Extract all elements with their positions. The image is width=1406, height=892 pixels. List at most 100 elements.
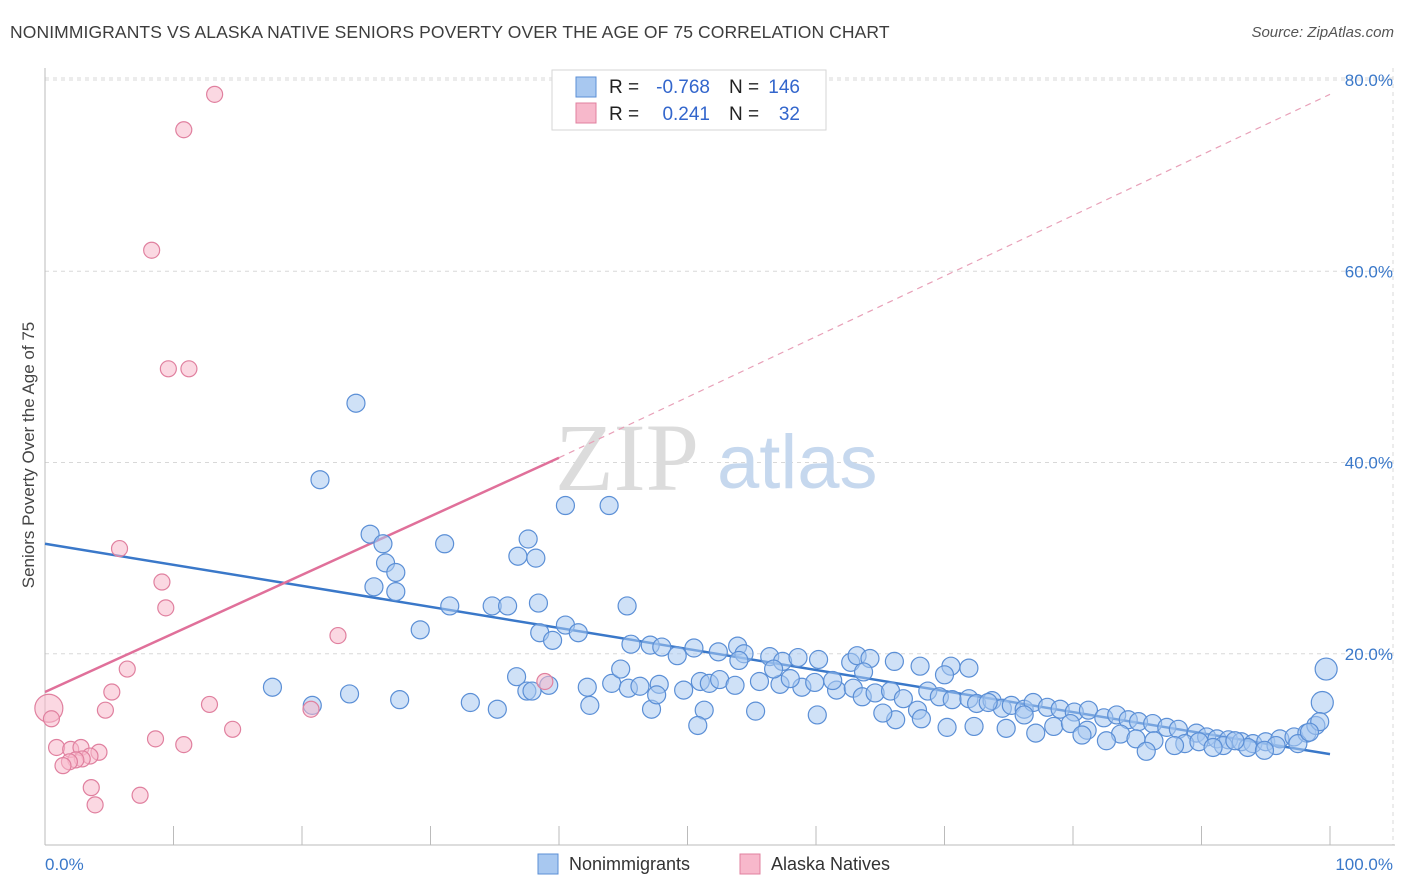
legend-r-value-1: -0.768 <box>656 77 710 98</box>
legend-swatch-nonimmigrants <box>575 76 597 98</box>
point-nonimmigrants <box>780 669 800 689</box>
point-nonimmigrants <box>1164 735 1185 756</box>
bottom-legend: Nonimmigrants Alaska Natives <box>537 853 890 875</box>
x-tick-label: 0.0% <box>45 855 84 874</box>
point-alaska-natives <box>224 720 242 738</box>
point-alaska-natives <box>175 735 193 754</box>
point-nonimmigrants <box>580 695 600 715</box>
point-nonimmigrants <box>964 716 984 737</box>
watermark-zip: ZIP <box>555 404 699 511</box>
point-nonimmigrants <box>996 718 1016 738</box>
point-alaska-natives <box>96 701 114 719</box>
point-nonimmigrants <box>788 647 808 668</box>
point-nonimmigrants <box>805 672 825 693</box>
y-tick-label: 20.0% <box>1345 645 1393 664</box>
point-nonimmigrants <box>647 685 667 705</box>
point-nonimmigrants <box>823 670 843 691</box>
point-nonimmigrants <box>262 677 283 697</box>
legend: R = -0.768 N = 146 R = 0.241 N = 32 <box>551 69 827 131</box>
point-nonimmigrants <box>749 671 770 692</box>
point-nonimmigrants <box>1288 734 1308 754</box>
point-nonimmigrants <box>364 577 384 597</box>
point-nonimmigrants <box>942 690 962 710</box>
point-nonimmigrants <box>853 662 874 682</box>
x-tick-label: 100.0% <box>1335 855 1393 874</box>
point-nonimmigrants <box>1203 737 1223 758</box>
bottom-legend-swatch-alaska-natives <box>739 853 761 875</box>
point-nonimmigrants <box>498 596 518 616</box>
point-nonimmigrants <box>1096 731 1117 751</box>
point-nonimmigrants <box>1314 657 1338 681</box>
point-nonimmigrants <box>518 529 538 549</box>
legend-swatch-alaska-natives <box>575 102 597 124</box>
point-nonimmigrants <box>667 646 687 666</box>
point-alaska-natives <box>118 660 136 678</box>
point-nonimmigrants <box>763 659 784 679</box>
point-alaska-natives <box>175 121 193 139</box>
point-alaska-natives <box>42 710 61 728</box>
bottom-legend-swatch-nonimmigrants <box>537 853 559 875</box>
point-alaska-natives <box>329 626 347 645</box>
trend-line-alaska-natives <box>44 456 560 694</box>
point-nonimmigrants <box>435 534 455 554</box>
point-alaska-natives <box>180 360 198 378</box>
point-alaska-natives <box>110 539 129 558</box>
point-nonimmigrants <box>1044 716 1064 737</box>
point-nonimmigrants <box>1014 705 1034 725</box>
point-nonimmigrants <box>568 623 588 643</box>
point-nonimmigrants <box>729 650 749 671</box>
chart-source: Source: ZipAtlas.com <box>1251 24 1394 41</box>
point-nonimmigrants <box>674 680 694 700</box>
point-nonimmigrants <box>410 620 430 640</box>
point-nonimmigrants <box>522 681 542 701</box>
point-nonimmigrants <box>708 642 728 662</box>
point-nonimmigrants <box>884 651 904 672</box>
point-nonimmigrants <box>440 596 460 616</box>
point-nonimmigrants <box>1136 741 1156 761</box>
point-nonimmigrants <box>910 656 930 676</box>
legend-r-label-1: R = <box>609 77 639 98</box>
point-nonimmigrants <box>528 593 549 613</box>
point-nonimmigrants <box>542 630 563 650</box>
chart-title: NONIMMIGRANTS VS ALASKA NATIVE SENIORS P… <box>10 22 890 42</box>
legend-n-value-2: 32 <box>779 104 800 125</box>
point-nonimmigrants <box>1078 700 1099 720</box>
point-nonimmigrants <box>621 634 641 654</box>
point-nonimmigrants <box>460 692 480 713</box>
point-nonimmigrants <box>1072 725 1092 745</box>
point-nonimmigrants <box>873 703 893 723</box>
y-tick-labels: 20.0% 40.0% 60.0% 80.0% <box>1345 71 1393 664</box>
point-nonimmigrants <box>746 701 766 721</box>
point-nonimmigrants <box>611 659 631 679</box>
point-nonimmigrants <box>893 689 913 709</box>
data-points <box>34 85 1338 814</box>
point-nonimmigrants <box>339 684 360 704</box>
point-alaska-natives <box>47 738 66 757</box>
point-nonimmigrants <box>1026 723 1046 743</box>
point-nonimmigrants <box>937 717 957 737</box>
point-nonimmigrants <box>360 524 380 544</box>
point-nonimmigrants <box>1299 722 1320 742</box>
point-alaska-natives <box>143 241 161 259</box>
point-nonimmigrants <box>688 715 708 736</box>
point-nonimmigrants <box>978 692 998 713</box>
legend-r-label-2: R = <box>609 104 639 125</box>
point-nonimmigrants <box>911 709 931 729</box>
point-alaska-natives <box>200 695 219 714</box>
point-alaska-natives <box>54 757 72 775</box>
point-alaska-natives <box>302 700 320 718</box>
point-nonimmigrants <box>652 637 672 657</box>
point-nonimmigrants <box>346 393 366 413</box>
point-nonimmigrants <box>390 690 410 710</box>
bottom-legend-label-nonimmigrants: Nonimmigrants <box>569 854 690 874</box>
point-alaska-natives <box>146 730 165 748</box>
point-nonimmigrants <box>487 699 507 719</box>
x-tick-labels: 0.0% 100.0% <box>45 855 1393 874</box>
watermark: ZIP atlas <box>555 404 878 511</box>
watermark-atlas: atlas <box>717 420 878 505</box>
point-nonimmigrants <box>386 562 406 583</box>
point-nonimmigrants <box>599 495 619 516</box>
point-nonimmigrants <box>310 470 330 490</box>
point-nonimmigrants <box>508 546 528 566</box>
